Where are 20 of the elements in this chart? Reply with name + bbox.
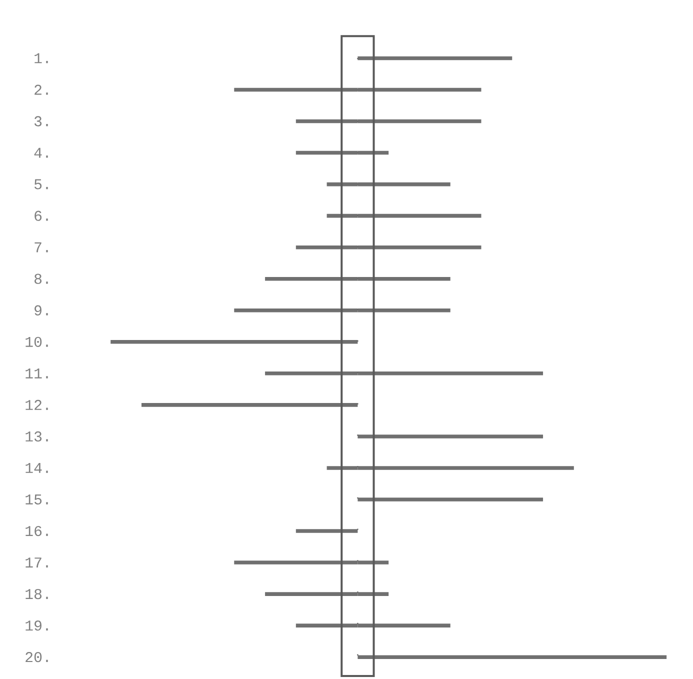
y-tick-label: 14.: [26, 463, 48, 473]
y-tick-label: 4.: [34, 148, 48, 158]
y-tick-label: 13.: [26, 431, 48, 442]
y-tick-label: 8.: [34, 274, 48, 284]
y-tick-label: 6.: [34, 210, 48, 221]
y-tick-label: 19.: [26, 620, 48, 631]
y-tick-label: 17.: [26, 558, 48, 568]
y-tick-label: 1.: [34, 53, 48, 64]
y-tick-label: 2.: [34, 84, 48, 95]
y-tick-label: 7.: [34, 242, 48, 252]
y-tick-label: 15.: [26, 494, 48, 504]
y-tick-label: 18.: [26, 588, 48, 600]
y-tick-label: 11.: [26, 368, 48, 378]
y-tick-label: 3.: [34, 116, 48, 126]
y-tick-label: 12.: [26, 400, 48, 410]
y-tick-label: 10.: [26, 336, 48, 347]
y-tick-label: 16.: [26, 526, 48, 536]
y-tick-label: 5.: [34, 179, 48, 190]
y-tick-label: 20.: [26, 652, 48, 662]
y-tick-label: 9.: [34, 305, 48, 316]
